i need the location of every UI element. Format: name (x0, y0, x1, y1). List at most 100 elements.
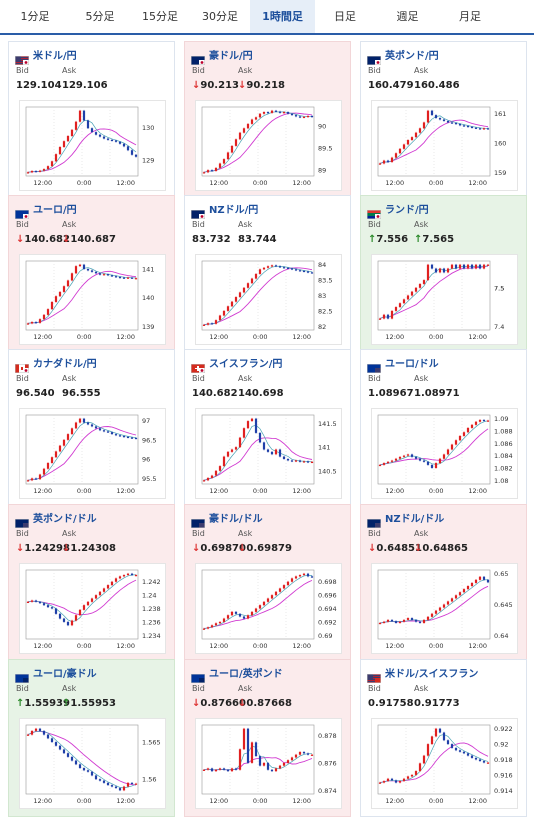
rate-card[interactable]: ユーロ/英ポンド Bid Ask ↓0.87660 ↓0.87668 0.878 0.876… (184, 659, 351, 817)
y-tick-label: 1.08 (494, 477, 508, 485)
price-chart[interactable]: 130 129 12:00 0:00 12:00 (19, 100, 166, 191)
pair-name[interactable]: スイスフラン/円 (209, 359, 283, 370)
price-chart[interactable]: 141 140 139 12:00 0:00 12:00 (19, 254, 166, 345)
rate-card[interactable]: ユーロ/豪ドル Bid Ask ↑1.55939 ↑1.55953 1.565 1.56 12… (8, 659, 175, 817)
pair-name[interactable]: 英ポンド/円 (385, 51, 439, 62)
candle (406, 776, 410, 779)
rate-card[interactable]: 豪ドル/ドル Bid Ask ↓0.69870 ↓0.69879 0.698 0.696 0.… (184, 504, 351, 662)
rate-card[interactable]: カナダドル/円 Bid Ask 96.540 96.555 97 96.5 96 95.5 12:… (8, 349, 175, 507)
candle (414, 456, 418, 459)
price-chart[interactable]: 90 89.5 89 12:00 0:00 12:00 (195, 100, 342, 191)
candle (42, 314, 46, 320)
candle (302, 116, 306, 119)
pair-name[interactable]: ユーロ/ドル (385, 359, 439, 370)
candle (466, 586, 470, 590)
rate-card[interactable]: NZドル/円 Bid Ask 83.732 83.744 84 83.5 83 82.5 82 12… (184, 195, 351, 353)
x-tick-label: 12:00 (209, 333, 228, 341)
rate-card[interactable]: ユーロ/ドル Bid Ask 1.08967 1.08971 1.09 1.088 1.086… (360, 349, 527, 507)
pair-name[interactable]: 豪ドル/ドル (209, 514, 263, 525)
pair-name[interactable]: ランド/円 (385, 205, 429, 216)
pair-name[interactable]: 米ドル/スイスフラン (385, 669, 479, 680)
bid-value-wrap: 0.91758 (368, 698, 414, 709)
bid-label: Bid (16, 684, 29, 693)
rate-card[interactable]: NZドル/ドル Bid Ask ↓0.64851 ↓0.64865 0.65 0.645 0.… (360, 504, 527, 662)
rate-card[interactable]: ユーロ/円 Bid Ask ↓140.682 ↓140.687 141 140 139 12:0… (8, 195, 175, 353)
plot-frame (377, 569, 491, 640)
candle (442, 454, 446, 459)
tab-3[interactable]: 30分足 (202, 10, 238, 23)
candle (486, 420, 490, 422)
candle (258, 432, 262, 443)
x-tick-label: 0:00 (77, 487, 92, 495)
candle (302, 270, 306, 273)
x-tick-label: 12:00 (209, 642, 228, 650)
pair-name[interactable]: 英ポンド/ドル (33, 514, 97, 525)
candle (382, 160, 386, 164)
tab-1[interactable]: 5分足 (85, 10, 115, 23)
rate-card[interactable]: 英ポンド/ドル Bid Ask ↓1.24298 ↓1.24308 1.242 1.24 1.… (8, 504, 175, 662)
candle (50, 457, 54, 463)
candle (446, 268, 450, 273)
rate-card[interactable]: スイスフラン/円 Bid Ask 140.682 140.698 141.5 141 140.… (184, 349, 351, 507)
price-chart[interactable]: 141.5 141 140.5 12:00 0:00 12:00 (195, 408, 342, 499)
pair-name[interactable]: NZドル/ドル (385, 514, 445, 525)
candle (62, 749, 66, 754)
candle (462, 589, 466, 593)
rate-card[interactable]: 英ポンド/円 Bid Ask 160.479 160.486 161 160 159 12:00… (360, 41, 527, 199)
price-chart[interactable]: 84 83.5 83 82.5 82 12:00 0:00 12:00 (195, 254, 342, 345)
bid-value: 129.104 (16, 80, 62, 91)
tab-0[interactable]: 1分足 (20, 10, 50, 23)
candle (398, 781, 402, 783)
price-chart[interactable]: 0.65 0.645 0.64 12:00 0:00 12:00 (371, 563, 518, 654)
tab-2[interactable]: 15分足 (142, 10, 178, 23)
plot-frame (25, 414, 139, 485)
tab-4[interactable]: 1時間足 (250, 0, 315, 33)
candle (206, 768, 210, 770)
ask-value-wrap: 1.08971 (414, 388, 460, 399)
price-chart[interactable]: 0.878 0.876 0.874 12:00 0:00 12:00 (195, 718, 342, 809)
candle (226, 769, 230, 772)
x-tick-label: 12:00 (209, 797, 228, 805)
price-chart[interactable]: 161 160 159 12:00 0:00 12:00 (371, 100, 518, 191)
candle (310, 576, 314, 578)
price-chart[interactable]: 1.09 1.088 1.086 1.084 1.082 1.08 12:00 0:00 12:… (371, 408, 518, 499)
candle (266, 449, 270, 452)
price-chart[interactable]: 0.698 0.696 0.694 0.692 0.69 12:00 0:00 12:00 (195, 563, 342, 654)
pair-name[interactable]: 米ドル/円 (33, 51, 77, 62)
candle (134, 575, 138, 577)
tab-5[interactable]: 日足 (334, 10, 356, 23)
arrow-down-icon: ↓ (238, 80, 247, 91)
rate-card[interactable]: 豪ドル/円 Bid Ask ↓90.213 ↓90.218 90 89.5 89 12:00 0:… (184, 41, 351, 199)
chart-svg: 0.922 0.92 0.918 0.916 0.914 12:00 0:00 12:00 (377, 724, 513, 805)
pair-name[interactable]: 豪ドル/円 (209, 51, 253, 62)
ask-value: 1.24308 (70, 543, 116, 554)
bid-label: Bid (368, 374, 381, 383)
price-chart[interactable]: 0.922 0.92 0.918 0.916 0.914 12:00 0:00 12:00 (371, 718, 518, 809)
rate-card[interactable]: 米ドル/スイスフラン Bid Ask 0.91758 0.91773 0.922 0.92 0… (360, 659, 527, 817)
pair-name[interactable]: NZドル/円 (209, 205, 259, 216)
pair-name[interactable]: ユーロ/英ポンド (209, 669, 283, 680)
candle (474, 127, 478, 129)
x-tick-label: 0:00 (77, 797, 92, 805)
candle (78, 110, 82, 122)
candle (394, 153, 398, 158)
flag-eu-jp-icon (15, 204, 29, 219)
tab-7[interactable]: 月足 (459, 10, 481, 23)
candle (446, 120, 450, 123)
pair-name[interactable]: ユーロ/豪ドル (33, 669, 97, 680)
rate-card[interactable]: ランド/円 Bid Ask ↑7.556 ↑7.565 7.5 7.5 7.4 12:00 0:0… (360, 195, 527, 353)
pair-name[interactable]: ユーロ/円 (33, 205, 77, 216)
price-chart[interactable]: 1.565 1.56 12:00 0:00 12:00 (19, 718, 166, 809)
candle (274, 768, 278, 772)
candle (230, 768, 234, 772)
pair-name[interactable]: カナダドル/円 (33, 359, 97, 370)
price-chart[interactable]: 1.242 1.24 1.238 1.236 1.234 12:00 0:00 12:00 (19, 563, 166, 654)
price-chart[interactable]: 97 96.5 96 95.5 12:00 0:00 12:00 (19, 408, 166, 499)
candle (206, 170, 210, 173)
plot-frame (201, 414, 315, 485)
price-chart[interactable]: 7.5 7.5 7.4 12:00 0:00 12:00 (371, 254, 518, 345)
y-tick-label: 140 (142, 294, 154, 302)
candle (54, 296, 58, 302)
tab-6[interactable]: 週足 (396, 10, 419, 23)
rate-card[interactable]: 米ドル/円 Bid Ask 129.104 129.106 130 129 12:00 0:00… (8, 41, 175, 199)
